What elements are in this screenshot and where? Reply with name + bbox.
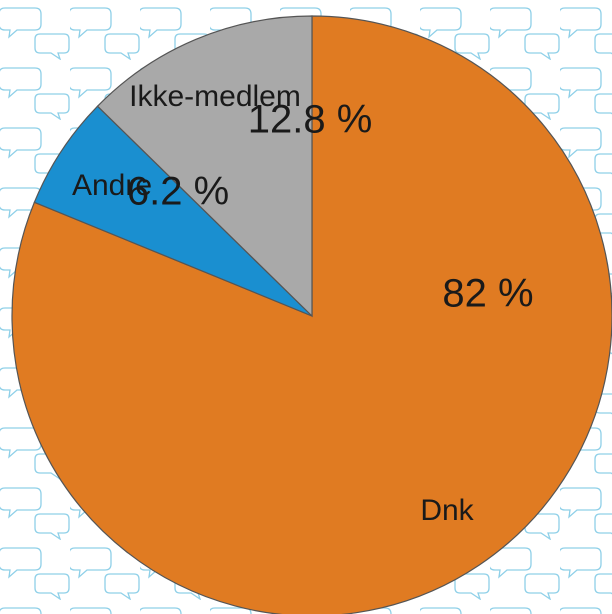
slice-label: Dnk bbox=[420, 494, 474, 527]
slice-label: Ikke-medlem bbox=[129, 80, 301, 113]
value-label: 82 % bbox=[442, 272, 533, 316]
pie-slice bbox=[96, 15, 313, 318]
value-label: 6.2 % bbox=[127, 170, 229, 214]
value-label: 12.8 % bbox=[248, 98, 373, 142]
pie-slice bbox=[33, 105, 313, 317]
slice-label: Andre bbox=[72, 169, 152, 202]
